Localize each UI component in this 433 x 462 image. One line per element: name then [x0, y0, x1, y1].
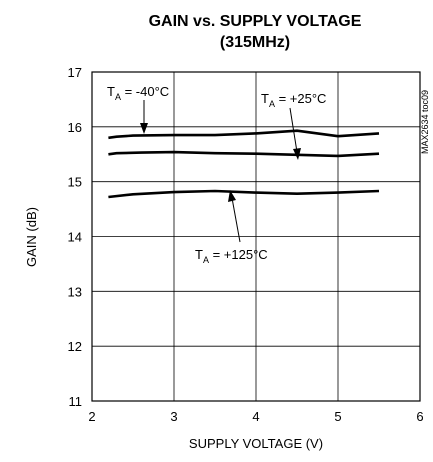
- annotation-arrow-plus25: [289, 107, 301, 160]
- series-line-plus25: [108, 150, 380, 158]
- x-axis-label: SUPPLY VOLTAGE (V): [189, 436, 323, 451]
- y-tick-label-17: 17: [68, 65, 82, 80]
- x-tick-label-4: 4: [252, 409, 259, 424]
- annotation-arrow-minus40: [140, 100, 148, 134]
- y-tick-label-13: 13: [68, 284, 82, 299]
- annotation-label-plus25: TA = +25°C: [261, 91, 326, 109]
- grid: [92, 72, 420, 401]
- annotation-label-plus125: TA = +125°C: [195, 247, 268, 265]
- x-tick-label-6: 6: [416, 409, 423, 424]
- series-line-plus125: [108, 189, 380, 199]
- y-tick-label-15: 15: [68, 175, 82, 190]
- y-axis-label: GAIN (dB): [24, 207, 39, 267]
- annotation-label-minus40: TA = -40°C: [107, 84, 169, 102]
- plot-frame: [91, 71, 421, 402]
- y-tick-label-12: 12: [68, 339, 82, 354]
- y-tick-labels: 11 12 13 14 15 16 17: [68, 65, 82, 409]
- series-line-minus40: [108, 129, 380, 140]
- chart-subtitle: (315MHz): [220, 34, 290, 51]
- chart-title: GAIN vs. SUPPLY VOLTAGE: [149, 13, 362, 30]
- y-tick-label-11: 11: [69, 394, 83, 409]
- y-tick-label-16: 16: [68, 120, 82, 135]
- x-tick-labels: 2 3 4 5 6: [88, 409, 423, 424]
- y-tick-label-14: 14: [68, 230, 82, 245]
- annotation-arrow-plus125: [228, 190, 241, 243]
- series-lines: [108, 129, 380, 199]
- x-tick-label-5: 5: [334, 409, 341, 424]
- x-tick-label-3: 3: [170, 409, 177, 424]
- watermark: MAX2634 toc09: [420, 90, 430, 154]
- x-tick-label-2: 2: [88, 409, 95, 424]
